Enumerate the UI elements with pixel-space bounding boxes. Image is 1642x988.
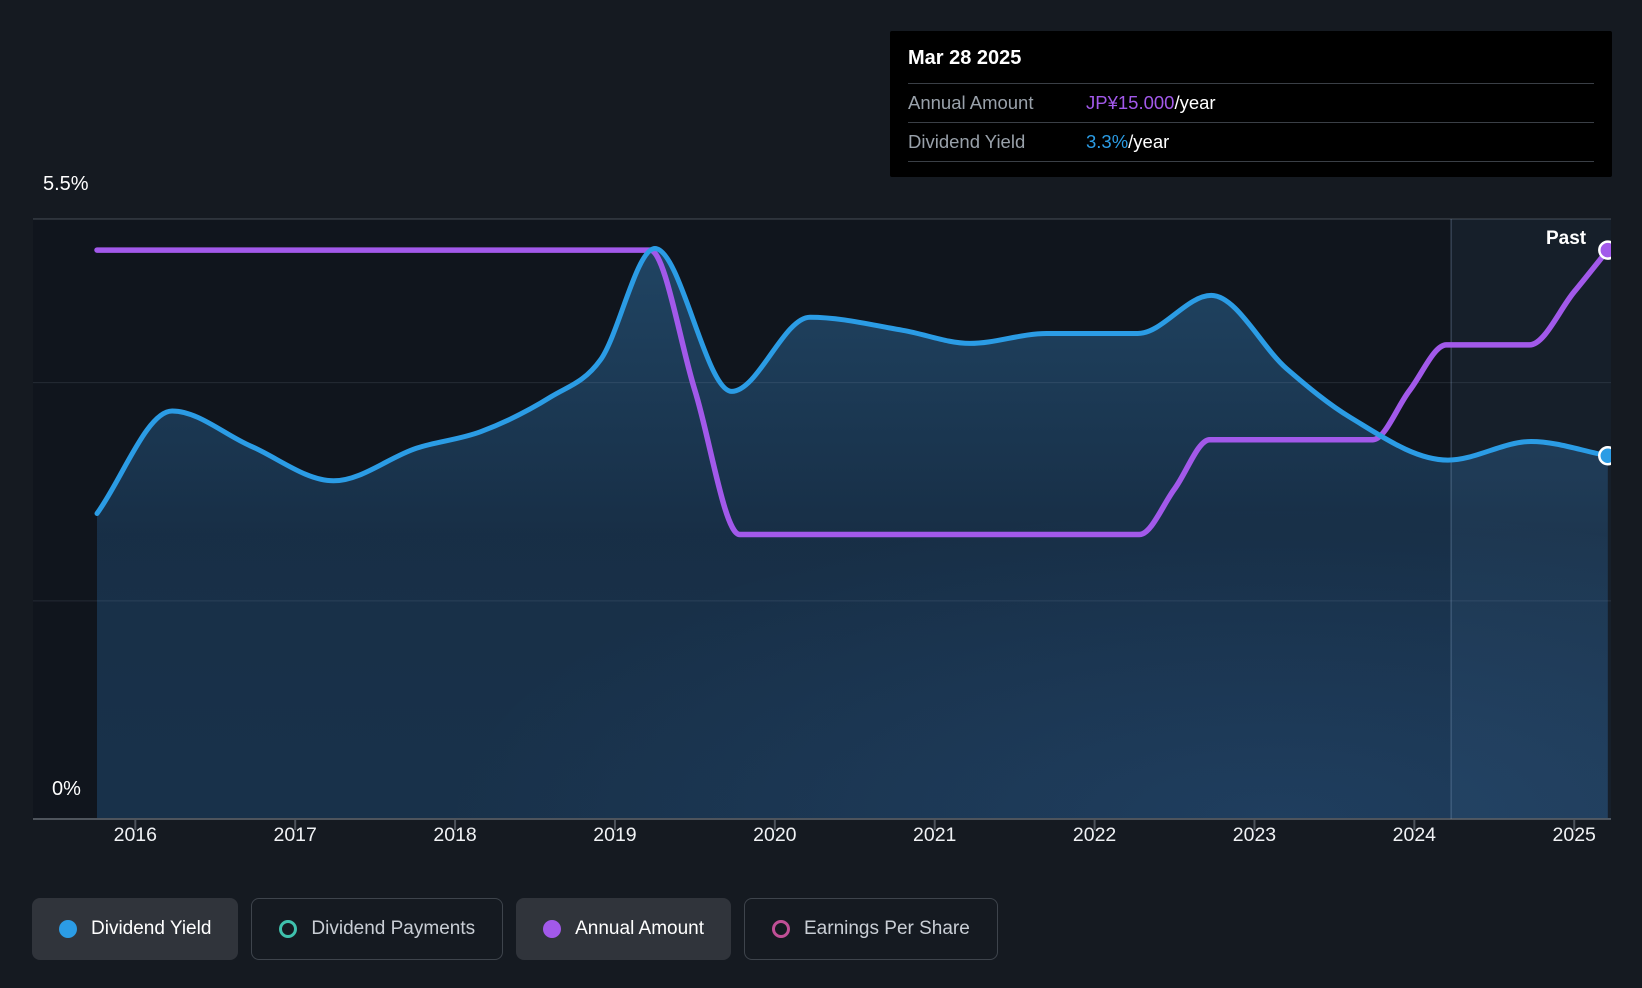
x-tick-2024: 2024: [1392, 824, 1437, 846]
legend-label: Annual Amount: [575, 918, 704, 939]
dividend-yield-line: [94, 245, 1611, 516]
past-label: Past: [1546, 228, 1587, 249]
x-tick-2020: 2020: [753, 824, 797, 846]
past-region-highlight: [1451, 219, 1611, 819]
chart-tooltip: Mar 28 2025 Annual Amount JP¥15.000 /yea…: [890, 31, 1612, 177]
annual-amount-marker-icon: [543, 920, 562, 938]
y-axis-max-label: 5.5%: [43, 173, 89, 195]
x-tick-2025: 2025: [1552, 824, 1596, 846]
legend-label: Earnings Per Share: [804, 918, 970, 939]
annual-amount-end-dot: [1598, 240, 1611, 260]
tooltip-row-dividend-yield: Dividend Yield 3.3% /year: [908, 122, 1594, 161]
dividend-yield-marker-icon: [59, 920, 77, 938]
tooltip-row-annual-amount: Annual Amount JP¥15.000 /year: [908, 83, 1594, 122]
tooltip-value: JP¥15.000: [1086, 92, 1175, 113]
tooltip-value: 3.3%: [1086, 131, 1129, 152]
x-tick-2018: 2018: [433, 824, 477, 846]
tooltip-value-suffix: /year: [1174, 92, 1216, 113]
tooltip-label: Dividend Yield: [908, 131, 1026, 152]
legend-button-dividend-yield[interactable]: Dividend Yield: [32, 898, 239, 960]
tooltip-bottom-divider: [908, 161, 1594, 171]
legend-label: Dividend Yield: [91, 918, 212, 939]
tooltip-label: Annual Amount: [908, 92, 1034, 113]
dividend-payments-marker-icon: [279, 920, 298, 938]
legend-label: Dividend Payments: [311, 918, 476, 939]
x-tick-2022: 2022: [1072, 824, 1117, 846]
x-tick-2023: 2023: [1232, 824, 1277, 846]
legend-button-dividend-payments[interactable]: Dividend Payments: [251, 898, 504, 960]
x-tick-2017: 2017: [273, 824, 317, 846]
tooltip-value-suffix: /year: [1128, 131, 1170, 152]
legend-button-annual-amount[interactable]: Annual Amount: [516, 898, 731, 960]
earnings-per-share-marker-icon: [772, 920, 790, 938]
dividend-yield-end-dot: [1598, 445, 1611, 466]
legend-button-earnings-per-share[interactable]: Earnings Per Share: [744, 898, 998, 960]
y-axis-min-label: 0%: [52, 778, 81, 800]
x-tick-2021: 2021: [913, 824, 957, 846]
x-tick-2016: 2016: [113, 824, 158, 846]
x-tick-2019: 2019: [593, 824, 637, 846]
tooltip-date: Mar 28 2025: [908, 47, 1022, 69]
annual-amount-line: [94, 247, 1611, 538]
legend: Dividend Yield Dividend Payments Annual …: [32, 898, 998, 960]
